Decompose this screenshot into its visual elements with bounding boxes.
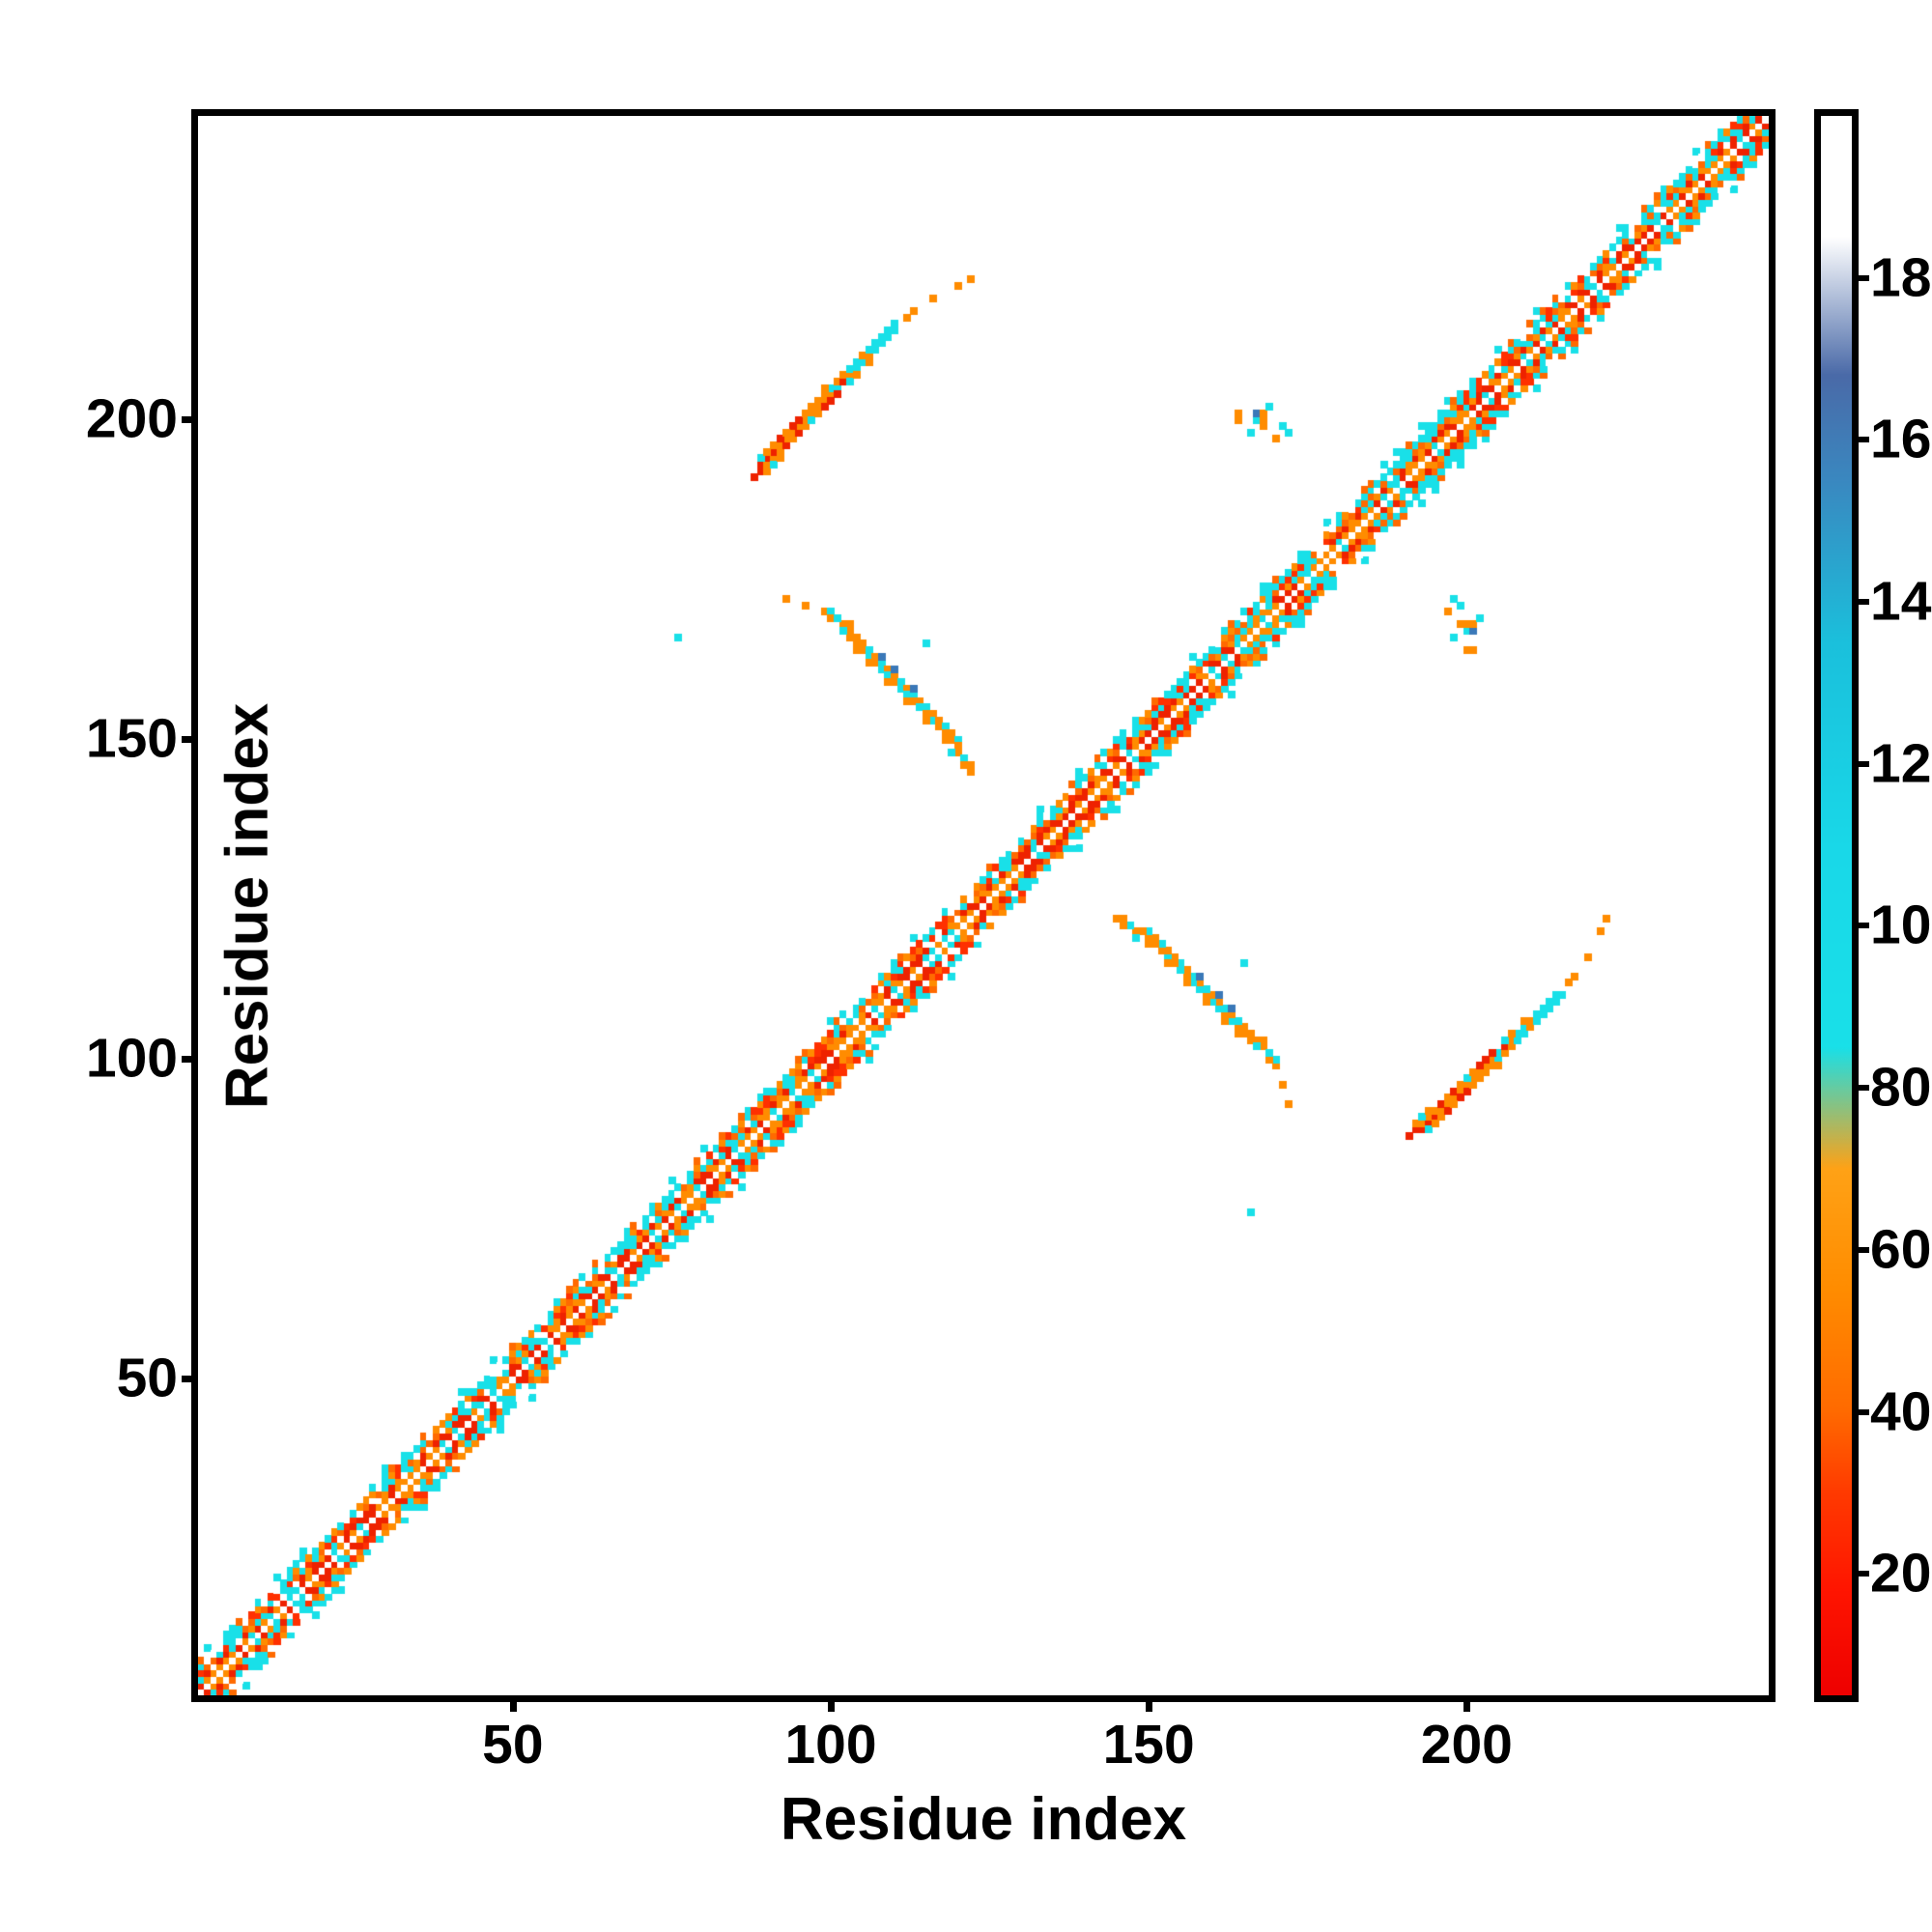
- colorbar-tick-mark: [1855, 274, 1869, 281]
- y-tick-label: 100: [85, 1027, 178, 1090]
- y-axis-title: Residue index: [213, 702, 281, 1110]
- colorbar-tick-mark: [1855, 1246, 1869, 1253]
- colorbar: [1814, 109, 1859, 1702]
- y-tick-mark: [182, 736, 198, 744]
- y-tick-label: 50: [116, 1347, 178, 1409]
- colorbar-tick-mark: [1855, 1408, 1869, 1415]
- y-tick-mark: [182, 416, 198, 424]
- colorbar-tick-label: 120: [1870, 732, 1932, 795]
- y-tick-mark: [182, 1056, 198, 1064]
- colorbar-tick-label: 140: [1870, 570, 1932, 633]
- colorbar-tick-label: 80: [1870, 1056, 1932, 1119]
- y-tick-label: 150: [85, 707, 178, 770]
- colorbar-gradient: [1821, 116, 1852, 1695]
- x-tick-label: 200: [1420, 1714, 1513, 1776]
- colorbar-tick-label: 160: [1870, 408, 1932, 470]
- y-tick-label: 200: [85, 387, 178, 450]
- colorbar-tick-label: 60: [1870, 1218, 1932, 1281]
- colorbar-tick-mark: [1855, 1085, 1869, 1092]
- x-tick-label: 150: [1102, 1714, 1195, 1776]
- colorbar-tick-mark: [1855, 760, 1869, 767]
- y-tick-mark: [182, 1376, 198, 1383]
- x-axis-title: Residue index: [780, 1786, 1187, 1853]
- colorbar-tick-label: 20: [1870, 1542, 1932, 1605]
- contact-map-plot-area: [191, 109, 1776, 1702]
- colorbar-tick-mark: [1855, 437, 1869, 443]
- colorbar-tick-label: 180: [1870, 246, 1932, 309]
- x-tick-label: 100: [784, 1714, 877, 1776]
- colorbar-tick-label: 40: [1870, 1380, 1932, 1443]
- colorbar-tick-mark: [1855, 1571, 1869, 1577]
- x-tick-mark: [509, 1695, 517, 1712]
- contact-map-heatmap: [198, 116, 1769, 1695]
- x-tick-mark: [1463, 1695, 1471, 1712]
- x-tick-mark: [1146, 1695, 1153, 1712]
- colorbar-tick-mark: [1855, 923, 1869, 929]
- x-tick-mark: [828, 1695, 835, 1712]
- colorbar-tick-label: 100: [1870, 894, 1932, 956]
- colorbar-tick-mark: [1855, 599, 1869, 606]
- x-tick-label: 50: [482, 1714, 544, 1776]
